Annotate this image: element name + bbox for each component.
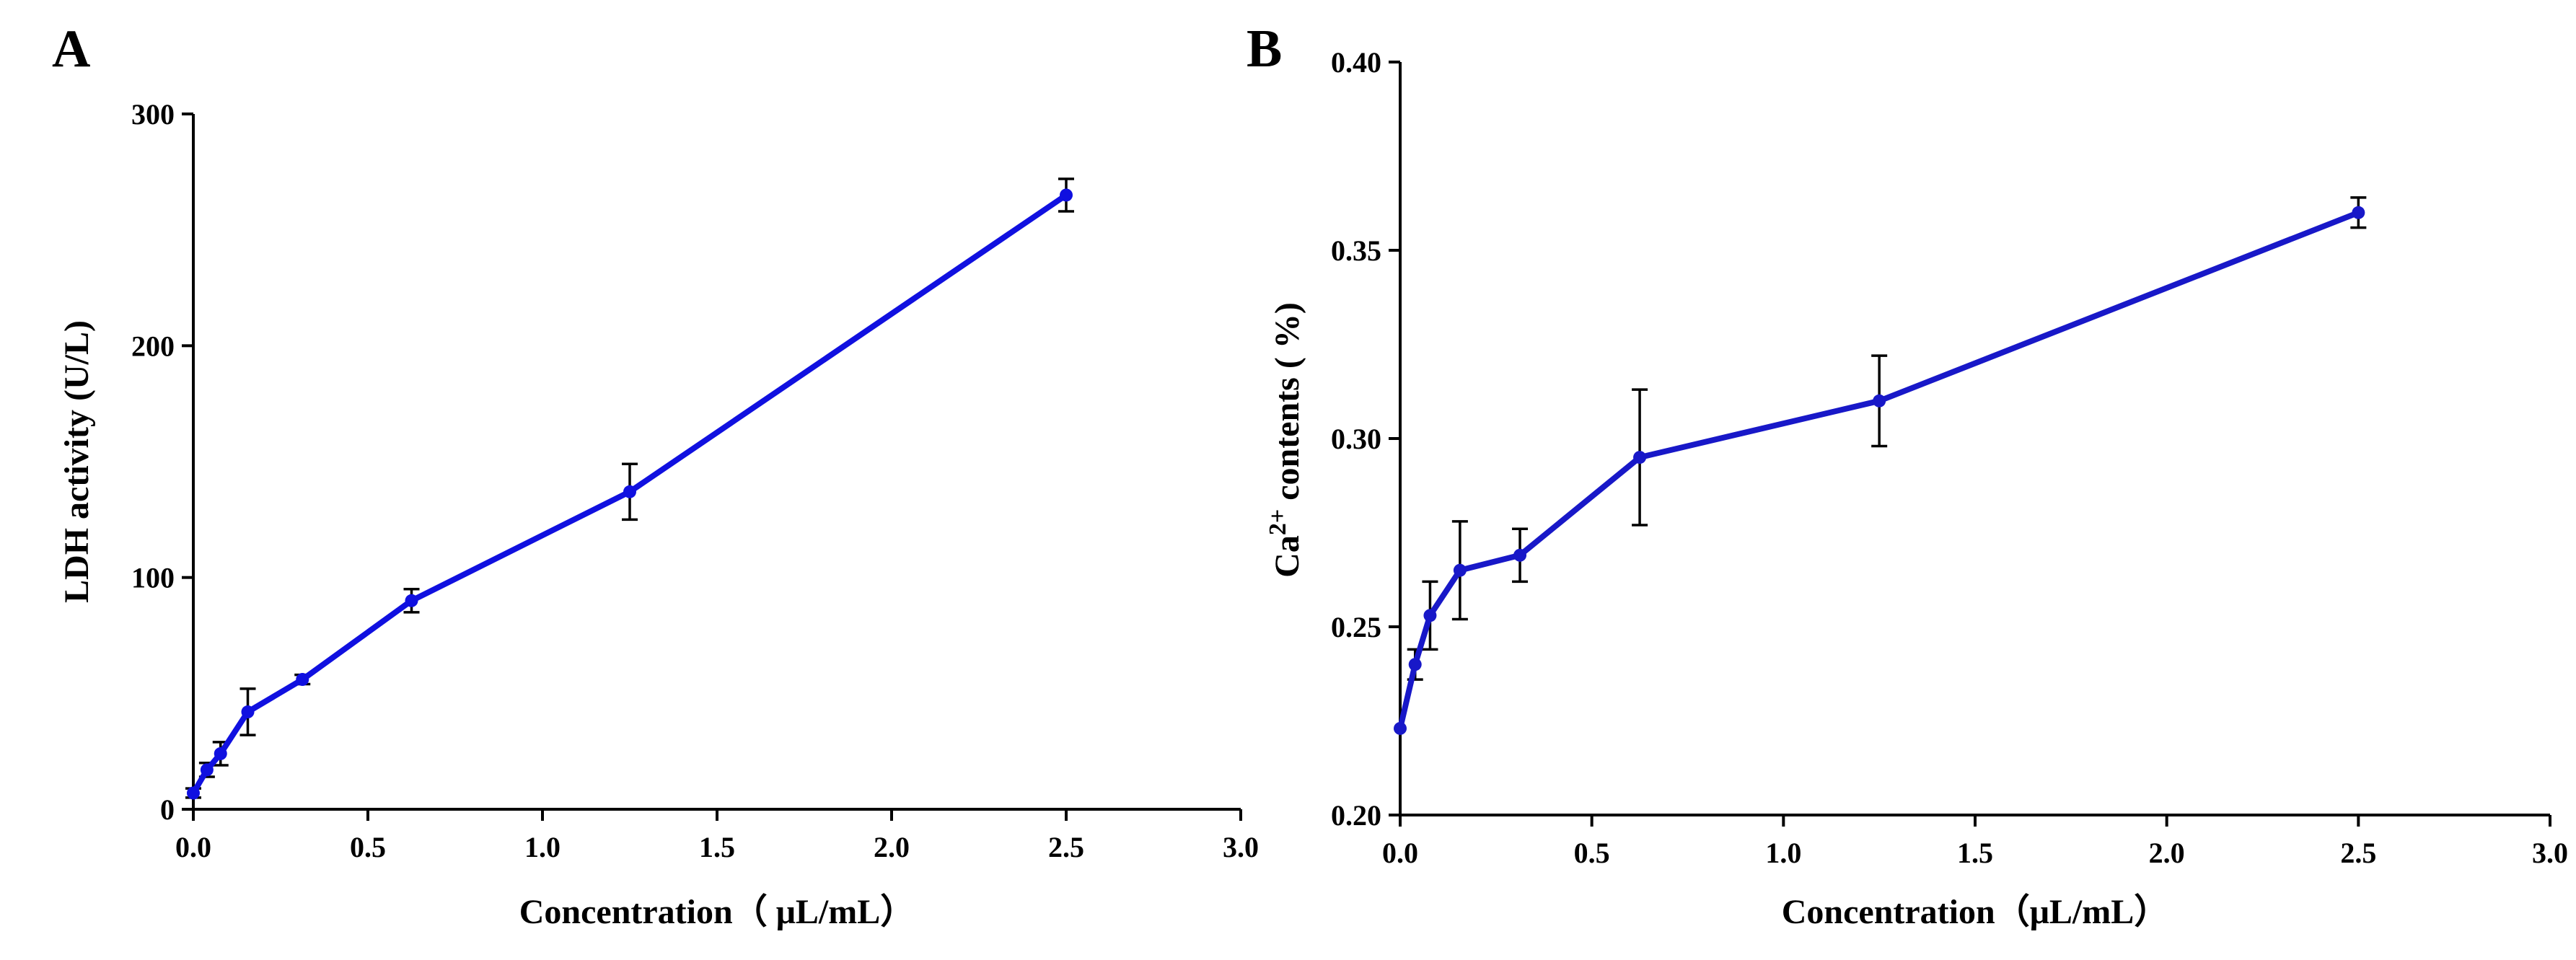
x-tick-label: 2.0	[874, 831, 910, 863]
y-tick-label: 0.20	[1331, 799, 1381, 832]
data-point	[623, 485, 636, 498]
data-point	[2352, 206, 2365, 219]
panel-b-y-axis-label: Ca2+ contents ( %)	[1265, 302, 1307, 578]
data-point	[214, 747, 227, 760]
data-point	[1873, 394, 1886, 408]
x-tick-label: 3.0	[1223, 831, 1259, 863]
panel-a-letter: A	[52, 19, 90, 79]
x-tick-label: 3.0	[2532, 837, 2568, 869]
y-tick-label: 0.40	[1331, 46, 1381, 79]
x-tick-label: 2.5	[2340, 837, 2376, 869]
x-tick-label: 0.5	[350, 831, 386, 863]
data-point	[1513, 548, 1527, 562]
y-tick-label: 300	[131, 98, 175, 131]
panel-b-x-axis-label: Concentration（μL/mL）	[1782, 893, 2169, 931]
panel-b-y-axis-label-main: Ca	[1268, 535, 1306, 578]
x-tick-label: 2.0	[2149, 837, 2185, 869]
data-point	[1060, 188, 1073, 202]
data-point	[241, 705, 255, 719]
panel-a-points	[187, 188, 1073, 800]
panel-b-chart: B 0.20 0.25 0.30 0.35 0.40 0.0 0.5 1.0 1.5 2.0 2.…	[1247, 19, 2568, 931]
x-tick-label: 1.5	[699, 831, 735, 863]
x-tick-label: 0.0	[1382, 837, 1418, 869]
panel-b-x-ticks: 0.0 0.5 1.0 1.5 2.0 2.5 3.0	[1382, 815, 2568, 869]
panel-b-y-axis-label-rest: contents ( %)	[1268, 302, 1306, 509]
y-tick-label: 0.25	[1331, 611, 1381, 643]
x-tick-label: 2.5	[1048, 831, 1084, 863]
y-tick-label: 200	[131, 330, 175, 362]
x-tick-label: 1.5	[1957, 837, 1993, 869]
panel-b-letter: B	[1247, 19, 1282, 79]
data-point	[187, 786, 200, 800]
y-tick-label: 0.30	[1331, 423, 1381, 455]
panel-b-y-axis-label-superscript: 2+	[1265, 509, 1291, 535]
panel-b-error-bars	[1407, 196, 2367, 681]
x-tick-label: 0.0	[175, 831, 211, 863]
data-point	[1394, 721, 1407, 735]
y-tick-label: 100	[131, 562, 175, 594]
data-point	[405, 594, 418, 607]
y-tick-label: 0.35	[1331, 234, 1381, 267]
panel-b-points	[1394, 206, 2365, 735]
panel-a-y-ticks: 0 100 200 300	[131, 98, 193, 826]
panel-a-x-ticks: 0.0 0.5 1.0 1.5 2.0 2.5 3.0	[175, 809, 1259, 863]
data-point	[1633, 451, 1647, 464]
data-point	[1423, 609, 1437, 622]
data-point	[1408, 658, 1422, 671]
panel-b-series-line	[1397, 210, 2360, 729]
panel-a-y-axis-label: LDH activity (U/L)	[58, 320, 96, 603]
panel-a-chart: A 0 100 200 300 0.0 0.5 1.0 1.5 2.0 2.5 3.0 Conce…	[52, 19, 1259, 931]
panel-b-y-ticks: 0.20 0.25 0.30 0.35 0.40	[1331, 46, 1400, 832]
x-tick-label: 1.0	[1765, 837, 1801, 869]
x-tick-label: 0.5	[1574, 837, 1610, 869]
data-point	[1453, 563, 1467, 577]
x-tick-label: 1.0	[524, 831, 561, 863]
data-point	[296, 673, 309, 687]
data-point	[200, 763, 214, 777]
y-tick-label: 0	[160, 793, 175, 826]
panel-a-x-axis-label: Concentration（ μL/mL）	[519, 893, 915, 931]
